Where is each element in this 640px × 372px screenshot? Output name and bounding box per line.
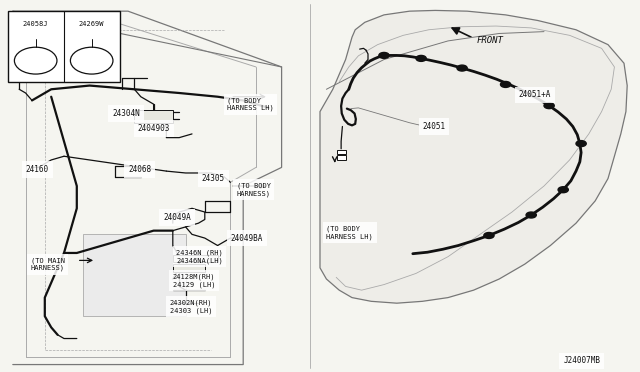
Text: 24051: 24051 [422, 122, 445, 131]
Bar [173, 264, 205, 272]
Text: (TO BODY
HARNESS): (TO BODY HARNESS) [237, 183, 271, 197]
Text: 24049A: 24049A [163, 213, 191, 222]
Circle shape [558, 187, 568, 193]
Text: 2404903: 2404903 [138, 124, 170, 133]
Bar [83, 234, 186, 316]
Text: 24304N: 24304N [112, 109, 140, 118]
Bar [173, 255, 218, 262]
Circle shape [526, 212, 536, 218]
Circle shape [379, 52, 389, 58]
Circle shape [544, 103, 554, 109]
Ellipse shape [70, 47, 113, 74]
Circle shape [500, 81, 511, 87]
Text: J24007MB: J24007MB [563, 356, 600, 365]
Text: (TO BODY
HARNESS LH): (TO BODY HARNESS LH) [227, 97, 274, 111]
Text: 24128M(RH)
24129 (LH): 24128M(RH) 24129 (LH) [173, 274, 215, 288]
Bar [8, 11, 120, 82]
Text: 24269W: 24269W [79, 21, 104, 27]
Text: 24058J: 24058J [23, 21, 49, 27]
Text: 24068: 24068 [128, 165, 151, 174]
Circle shape [416, 55, 426, 61]
Ellipse shape [14, 47, 57, 74]
Text: 24160: 24160 [26, 165, 49, 174]
Text: (TO BODY
HARNESS LH): (TO BODY HARNESS LH) [326, 225, 373, 240]
Text: 24346N (RH)
24346NA(LH): 24346N (RH) 24346NA(LH) [176, 250, 223, 264]
Circle shape [576, 141, 586, 147]
Bar [337, 155, 346, 160]
Text: FRONT: FRONT [477, 36, 504, 45]
Circle shape [484, 232, 494, 238]
Text: 24305: 24305 [202, 174, 225, 183]
Text: 24051+A: 24051+A [518, 90, 551, 99]
Circle shape [457, 65, 467, 71]
Bar [337, 150, 346, 154]
Text: 24302N(RH)
24303 (LH): 24302N(RH) 24303 (LH) [170, 300, 212, 314]
Text: 24049BA: 24049BA [230, 234, 263, 243]
Bar [134, 110, 173, 123]
Text: (TO MAIN
HARNESS): (TO MAIN HARNESS) [31, 257, 65, 271]
Polygon shape [320, 10, 627, 303]
